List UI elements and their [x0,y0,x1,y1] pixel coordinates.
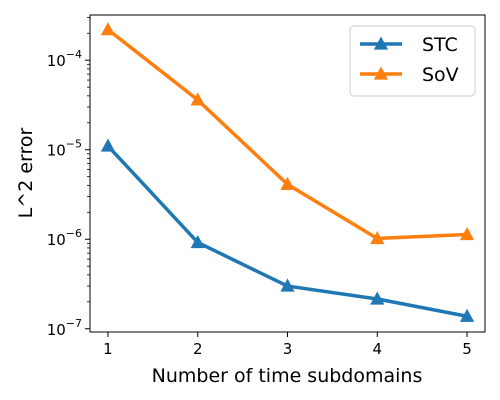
y-tick-label: 10−4 [47,48,82,70]
data-point-stc-3 [280,278,295,292]
y-tick-label: 10−7 [47,317,82,339]
y-tick-label: 10−6 [47,227,82,249]
plot-area [100,22,475,322]
legend-label-sov: SoV [422,64,459,86]
data-point-sov-4 [370,230,385,245]
x-tick-label-3: 3 [283,340,293,358]
data-point-sov-1 [100,22,116,36]
x-tick-label-1: 1 [103,340,113,358]
data-point-sov-2 [190,92,205,106]
y-tick-label: 10−5 [47,138,82,160]
legend-label-stc: STC [422,34,458,56]
data-point-stc-4 [370,291,385,305]
y-axis-label: L^2 error [15,128,37,219]
x-axis-label: Number of time subdomains [152,365,423,387]
data-point-stc-1 [100,138,116,152]
x-tick-label-2: 2 [193,340,203,358]
data-point-stc-5 [459,308,475,322]
legend-marker-stc [373,36,389,50]
legend: STC SoV [349,25,476,97]
legend-marker-sov [373,66,389,80]
x-tick-label-4: 4 [372,340,382,358]
data-point-sov-5 [459,226,475,241]
data-point-stc-2 [190,234,205,249]
data-point-sov-3 [280,176,295,191]
axes: 1 2 3 4 5 10−4 10−5 10−6 10−7 [47,14,486,358]
x-tick-label-5: 5 [462,340,472,358]
